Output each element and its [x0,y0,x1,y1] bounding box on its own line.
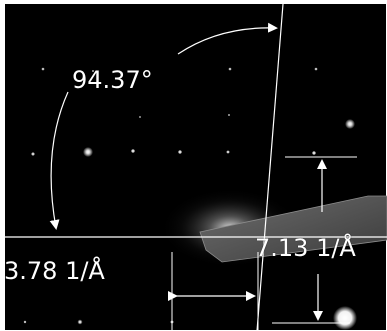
diffraction-spot [226,150,230,154]
diffraction-spot [92,70,94,72]
diffraction-spot [131,149,135,153]
diffraction-spot [314,67,318,71]
diffraction-spot [77,319,83,325]
diffraction-spot [345,119,355,129]
tilted-reference-line [256,3,284,331]
angle-annotation: 94.37° [72,66,153,94]
diffraction-spot [41,67,45,71]
angle-arc-arrow-top [177,22,278,55]
diffraction-spot [178,150,182,154]
angle-arc-arrow-left [49,91,69,230]
diffraction-spot [23,320,27,324]
diffraction-spot [31,152,35,156]
diffraction-spot [228,114,230,116]
diffraction-spot [312,151,316,155]
spacing-b-annotation: 7.13 1/Å [255,234,356,262]
diffraction-spots [23,67,357,330]
transmitted-beam-spot [333,306,357,330]
measurement-overlay [5,3,387,331]
measurement-arrows [49,22,327,321]
diffraction-spot [228,67,232,71]
diffraction-spot [139,116,141,118]
beam-stopper [199,195,387,263]
diffraction-spot [83,147,93,157]
spacing-a-annotation: 3.78 1/Å [4,257,105,285]
